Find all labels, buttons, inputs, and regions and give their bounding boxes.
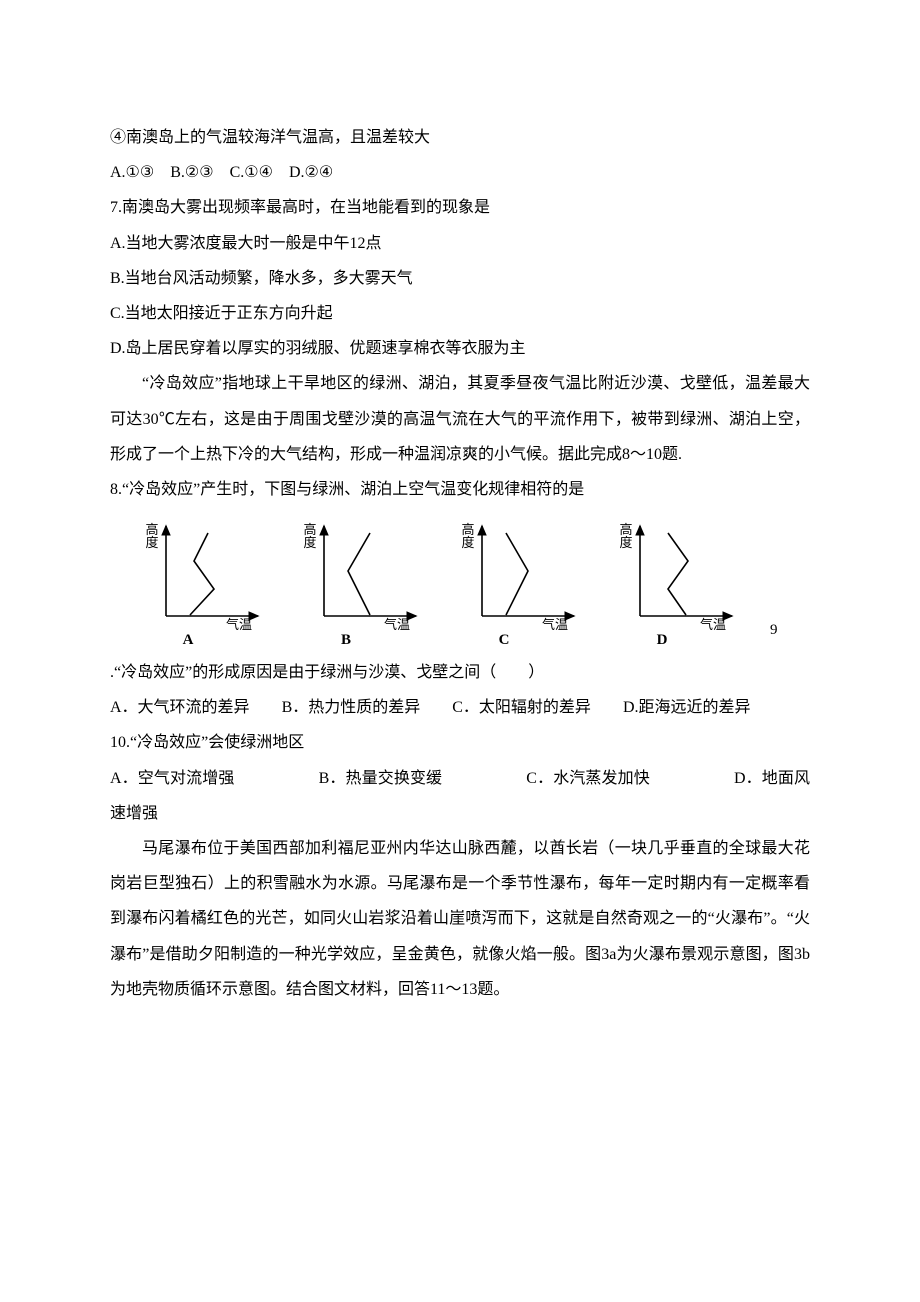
svg-text:高度: 高度 xyxy=(303,522,316,550)
svg-text:高度: 高度 xyxy=(145,522,158,550)
q9-option-a: A．大气环流的差异 xyxy=(110,699,250,716)
chart-svg-a: 高度气温 xyxy=(138,515,268,630)
chart-b: 高度气温 B xyxy=(296,515,426,649)
q7-option-a: A.当地大雾浓度最大时一般是中午12点 xyxy=(110,226,810,261)
chart-d: 高度气温 D xyxy=(612,515,742,649)
chart-svg-b: 高度气温 xyxy=(296,515,426,630)
q8-charts-row: 高度气温 A 高度气温 B 高度气温 C 高度气温 D 9 xyxy=(138,515,810,649)
q6-options: A.①③ B.②③ C.①④ D.②④ xyxy=(110,155,810,190)
q10-option-a: A．空气对流增强 xyxy=(110,770,234,787)
item4-text: ④南澳岛上的气温较海洋气温高，且温差较大 xyxy=(110,120,810,155)
svg-text:气温: 气温 xyxy=(226,617,252,630)
q9-option-d: D.距海远近的差异 xyxy=(623,699,751,716)
q9-options: A．大气环流的差异 B．热力性质的差异 C．太阳辐射的差异 D.距海远近的差异 xyxy=(110,690,810,725)
trailing-9: 9 xyxy=(770,622,778,639)
passage-horsetail: 马尾瀑布位于美国西部加利福尼亚州内华达山脉西麓，以酋长岩（一块几乎垂直的全球最大… xyxy=(110,831,810,1007)
q10-option-b: B．热量交换变缓 xyxy=(319,770,443,787)
chart-label-a: A xyxy=(183,632,194,649)
svg-text:高度: 高度 xyxy=(461,522,474,550)
svg-text:气温: 气温 xyxy=(384,617,410,630)
q10-option-c: C．水汽蒸发加快 xyxy=(526,770,650,787)
chart-a: 高度气温 A xyxy=(138,515,268,649)
q10-stem: 10.“冷岛效应”会使绿洲地区 xyxy=(110,725,810,760)
svg-text:高度: 高度 xyxy=(619,522,632,550)
chart-svg-c: 高度气温 xyxy=(454,515,584,630)
q10-options: A．空气对流增强 B．热量交换变缓 C．水汽蒸发加快 D．地面风速增强 xyxy=(110,761,810,831)
q7-option-b: B.当地台风活动频繁，降水多，多大雾天气 xyxy=(110,261,810,296)
q9-option-b: B．热力性质的差异 xyxy=(282,699,421,716)
chart-svg-d: 高度气温 xyxy=(612,515,742,630)
q9-stem: .“冷岛效应”的形成原因是由于绿洲与沙漠、戈壁之间（ ） xyxy=(110,655,810,690)
svg-text:气温: 气温 xyxy=(700,617,726,630)
q9-option-c: C．太阳辐射的差异 xyxy=(452,699,591,716)
q7-option-c: C.当地太阳接近于正东方向升起 xyxy=(110,296,810,331)
chart-label-b: B xyxy=(341,632,351,649)
q7-stem: 7.南澳岛大雾出现频率最高时，在当地能看到的现象是 xyxy=(110,190,810,225)
passage-cold-island: “冷岛效应”指地球上干旱地区的绿洲、湖泊，其夏季昼夜气温比附近沙漠、戈壁低，温差… xyxy=(110,366,810,472)
chart-label-c: C xyxy=(499,632,510,649)
q8-stem: 8.“冷岛效应”产生时，下图与绿洲、湖泊上空气温变化规律相符的是 xyxy=(110,472,810,507)
svg-text:气温: 气温 xyxy=(542,617,568,630)
chart-label-d: D xyxy=(657,632,668,649)
q7-option-d: D.岛上居民穿着以厚实的羽绒服、优题速享棉衣等衣服为主 xyxy=(110,331,810,366)
chart-c: 高度气温 C xyxy=(454,515,584,649)
